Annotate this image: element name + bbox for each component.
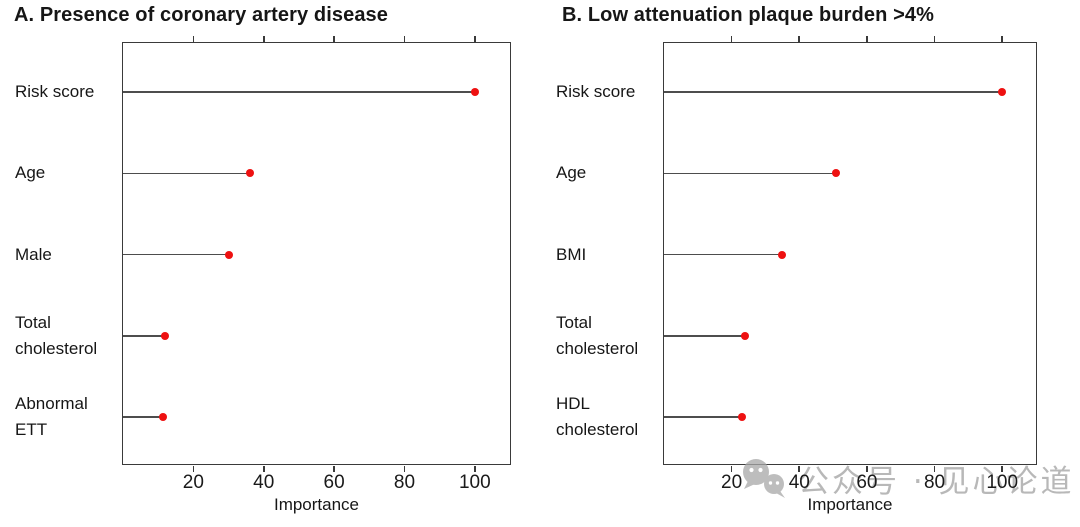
x-axis-tick-60: [866, 35, 868, 42]
category-label-risk-score: Risk score: [556, 82, 636, 101]
lollipop-stick: [123, 91, 475, 93]
panel-a-x-axis-title: Importance: [273, 495, 360, 514]
data-point: [832, 169, 841, 178]
x-axis-tick-60: [333, 465, 335, 472]
category-label-total-cholesterol: Total cholesterol: [15, 312, 98, 358]
category-label-male: Male: [15, 244, 52, 264]
x-tick-label-60: 60: [323, 472, 345, 493]
x-tick-label-20: 20: [721, 472, 743, 493]
x-tick-label-80: 80: [393, 472, 416, 493]
lollipop-stick: [664, 335, 746, 337]
x-axis-tick-80: [403, 35, 406, 42]
x-axis-tick-80: [933, 465, 936, 472]
data-point: [737, 413, 746, 421]
category-label-abnormal-ett: Abnormal ETT: [15, 394, 88, 439]
category-label-risk-score: Risk score: [15, 82, 95, 101]
x-axis-tick-60: [333, 35, 335, 42]
x-tick-label-80: 80: [923, 472, 946, 493]
data-point: [998, 88, 1007, 96]
lollipop-stick: [664, 253, 783, 256]
panel-b-low-attenuation-plaque: B. Low attenuation plaque burden >4% 20 4…: [540, 0, 1080, 527]
data-point: [161, 331, 170, 340]
x-axis-tick-40: [262, 465, 265, 472]
x-tick-label-100: 100: [986, 472, 1019, 493]
x-axis-tick-20: [730, 465, 733, 472]
category-label-age: Age: [15, 163, 46, 183]
category-label-total-cholesterol: Total cholesterol: [556, 312, 639, 358]
x-tick-label-40: 40: [788, 472, 810, 493]
lollipop-stick: [664, 416, 742, 418]
x-axis-tick-80: [403, 465, 406, 472]
x-axis-tick-20: [192, 35, 195, 42]
x-tick-label-60: 60: [856, 472, 878, 493]
lollipop-stick: [664, 172, 837, 174]
x-tick-label-20: 20: [182, 472, 204, 493]
lollipop-stick: [123, 253, 229, 256]
x-axis-tick-60: [866, 465, 868, 472]
lollipop-stick: [123, 172, 250, 174]
x-axis-tick-20: [192, 465, 195, 472]
data-point: [778, 250, 787, 259]
x-axis-tick-100: [474, 35, 476, 42]
lollipop-stick: [664, 91, 1003, 93]
category-label-hdl-cholesterol: HDL cholesterol: [556, 394, 639, 439]
data-point: [224, 250, 233, 259]
x-axis-tick-80: [933, 35, 936, 42]
x-axis-tick-20: [730, 35, 733, 42]
panel-a-plot-area: 20 40 60 80 100 Risk score Age Male Total choles…: [15, 35, 511, 493]
panel-a-title: A. Presence of coronary artery disease: [14, 4, 388, 26]
category-label-bmi: BMI: [556, 244, 587, 264]
panel-b-title: B. Low attenuation plaque burden >4%: [562, 4, 934, 26]
panel-b-x-axis-title: Importance: [807, 495, 893, 514]
x-tick-label-40: 40: [253, 472, 275, 493]
data-point: [741, 331, 750, 340]
x-axis-tick-100: [474, 465, 476, 472]
data-point: [245, 169, 254, 178]
x-axis-tick-100: [1001, 465, 1003, 472]
category-label-age: Age: [556, 163, 587, 183]
x-axis-tick-40: [798, 35, 801, 42]
lollipop-stick: [123, 335, 166, 337]
panel-a-coronary-artery-disease: A. Presence of coronary artery disease 2…: [14, 4, 511, 514]
x-axis-tick-40: [798, 465, 801, 472]
x-tick-label-100: 100: [458, 472, 491, 493]
data-point: [470, 88, 479, 96]
x-axis-tick-100: [1001, 35, 1003, 42]
lollipop-stick: [123, 416, 164, 418]
x-axis-tick-40: [262, 35, 265, 42]
data-point: [159, 413, 168, 421]
panel-b-plot-area: 20 40 60 80 100 Risk score Age BMI Total cholest…: [556, 35, 1037, 493]
